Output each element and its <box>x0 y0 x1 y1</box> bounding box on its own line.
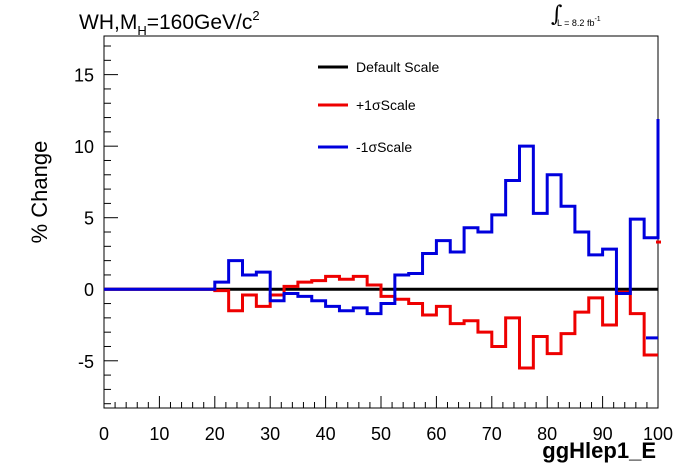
y-tick-label: 15 <box>74 66 94 86</box>
x-tick-label: 10 <box>149 424 169 444</box>
x-tick-label: 0 <box>99 424 109 444</box>
x-tick-label: 80 <box>537 424 557 444</box>
x-tick-label: 70 <box>482 424 502 444</box>
x-tick-label: 90 <box>593 424 613 444</box>
series-line-2 <box>104 118 660 316</box>
y-axis-label: % Change <box>27 140 52 244</box>
x-tick-label: 30 <box>260 424 280 444</box>
y-tick-label: 5 <box>84 209 94 229</box>
legend-label-minus: -1σScale <box>356 139 413 155</box>
y-tick-label: 10 <box>74 137 94 157</box>
y-tick-label: 0 <box>84 280 94 300</box>
series-group <box>104 118 661 370</box>
integral-symbol: ∫ <box>551 2 563 27</box>
legend-label-plus: +1σScale <box>356 97 416 113</box>
y-tick-label: -5 <box>78 352 94 372</box>
series-line-1 <box>104 274 658 370</box>
x-tick-label: 100 <box>643 424 673 444</box>
legend-lines <box>318 65 348 149</box>
x-tick-label: 20 <box>205 424 225 444</box>
x-tick-label: 60 <box>426 424 446 444</box>
x-axis-label: ggHlep1_E <box>542 438 656 463</box>
y-axis: -5 0 5 10 15 <box>74 45 118 405</box>
chart-title: WH,MH=160GeV/c2 <box>79 8 260 38</box>
x-tick-label: 50 <box>371 424 391 444</box>
x-axis: 0 10 20 30 40 50 60 70 80 90 100 <box>99 396 673 444</box>
x-tick-label: 40 <box>316 424 336 444</box>
legend-label-default: Default Scale <box>356 59 440 75</box>
luminosity-label: ∫ L = 8.2 fb-1 <box>551 2 601 28</box>
